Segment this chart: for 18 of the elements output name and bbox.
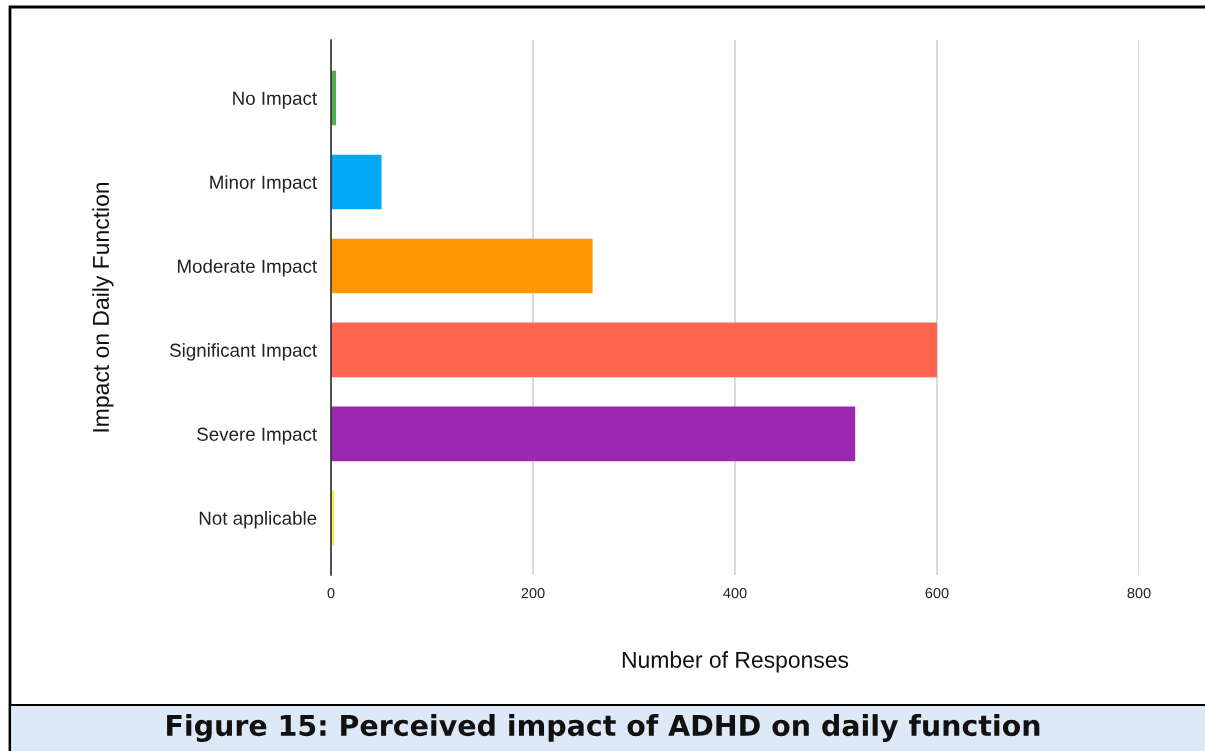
bar (331, 238, 593, 294)
bar (331, 406, 856, 462)
x-axis-title: Number of Responses (622, 651, 849, 673)
y-tick-label: Not applicable (199, 511, 317, 529)
text: Figure 15: Perceived impact of ADHD on daily function (167, 714, 1040, 742)
x-tick-label: 600 (925, 587, 949, 599)
y-tick-label: No Impact (233, 91, 317, 109)
y-axis-title: Impact on Daily Function (92, 182, 114, 432)
x-tick-label: 800 (1127, 587, 1151, 599)
x-tick-label: 400 (723, 587, 747, 599)
y-tick-label: Significant Impact (169, 343, 317, 361)
bar (331, 322, 937, 378)
x-tick-label: 0 (327, 587, 335, 599)
y-tick-label: Minor Impact (210, 175, 317, 193)
y-tick-label: Moderate Impact (177, 259, 317, 277)
x-tick-label: 200 (521, 587, 545, 599)
y-tick-label: Severe Impact (197, 427, 317, 445)
bar (331, 154, 382, 210)
